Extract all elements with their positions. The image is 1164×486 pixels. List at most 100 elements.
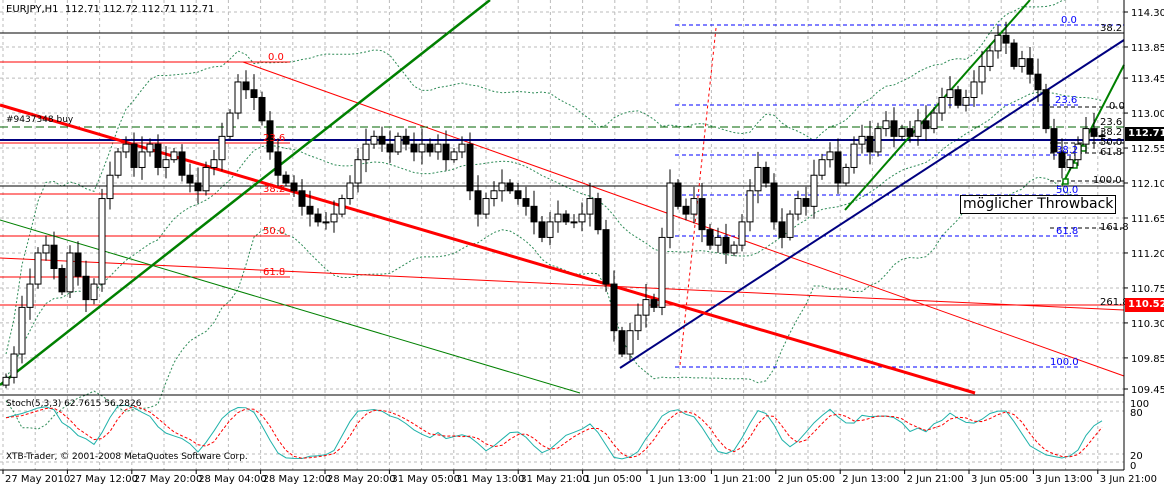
x-tick-label: 28 May 04:00 [198,474,267,485]
candle-body [850,143,858,168]
candle-body [946,89,954,99]
candle-body [466,143,474,192]
candle-body [178,151,186,176]
candle [226,109,234,140]
candle-body [626,330,634,355]
candle [506,179,514,194]
candle [578,202,586,232]
candle-body [122,143,130,153]
candle [810,159,818,219]
ohlc-label: 112.71 112.72 112.71 112.71 [64,4,215,15]
candle-body [106,174,114,200]
candle-body [682,205,690,215]
candle [594,192,602,235]
fib-left-label: 0.0 [268,52,284,63]
candle [954,85,962,109]
candle-body [898,128,906,137]
x-tick-label: 1 Jun 05:00 [585,474,642,485]
candle-body [842,166,850,184]
thick-red-trendline[interactable] [0,103,976,395]
fib-blue-label: 50.0 [1056,185,1079,196]
candle [858,124,866,154]
candle-body [642,299,650,316]
candle-body [170,151,178,161]
candle-body [66,252,74,293]
candle-body [666,182,674,238]
candle-body [994,34,1002,52]
y-tick-label: 114.30 [1131,8,1164,19]
candle [554,200,562,233]
candle [386,130,394,163]
x-tick-label: 27 May 2010 [5,474,70,485]
y-tick-label: 111.20 [1131,249,1164,260]
candle-body [738,221,746,246]
trendline-handle[interactable] [1080,145,1087,152]
candle-body [986,50,994,67]
candle-body [210,159,218,168]
candle [778,208,786,249]
candle-body [834,151,842,184]
throwback-annotation[interactable]: möglicher Throwback [960,195,1117,214]
candle [690,186,698,224]
candle [546,212,554,246]
candle-body [1082,128,1090,145]
candle-body [1042,89,1050,130]
candle [58,264,66,295]
drawn-objects [0,0,1125,395]
candle-body [234,81,242,114]
candle [170,148,178,163]
candle [202,161,210,196]
candle-body [330,213,338,223]
candle [890,107,898,148]
candle [274,138,282,187]
y-tick-label: 109.45 [1131,385,1164,396]
candle [122,136,130,159]
candle [162,146,170,179]
candle [746,179,754,232]
green-channel-thick[interactable] [0,0,491,386]
y-tick-label: 112.10 [1131,179,1164,190]
y-tick-label: 113.45 [1131,74,1164,85]
candle-body [778,221,786,238]
green-channel-thin[interactable] [0,219,581,394]
y-tick-label: 110.75 [1131,284,1164,295]
candle-body [42,244,50,254]
candle [698,183,706,243]
candle [234,74,242,120]
bollinger-upper [5,0,1067,355]
candle [770,173,778,230]
x-tick-label: 2 Jun 05:00 [778,474,835,485]
trendline-handle[interactable] [1062,178,1069,185]
candle-body [802,198,810,207]
candle-body [690,198,698,215]
candle-body [922,120,930,130]
candle-body [202,166,210,192]
candle-body [602,229,610,285]
candle-body [538,221,546,238]
fib-black-label: 38.2 [1100,23,1123,34]
candle-body [498,182,506,192]
candle [706,223,714,250]
candle [1082,116,1090,154]
candle-body [266,120,274,153]
order-label: #9437348 buy [6,115,74,125]
candle [426,138,434,157]
candle-body [378,135,386,145]
candle [930,107,938,134]
thin-red-trendline[interactable] [242,61,1125,377]
candle-body [698,198,706,231]
candle [186,163,194,193]
candle-body [722,236,730,254]
candle-body [90,283,98,301]
candle [66,245,74,299]
candle-body [362,143,370,161]
red-sloped-line[interactable] [0,257,1125,311]
candle-body [402,135,410,145]
candles [2,21,1106,389]
fib-left-label: 23.6 [263,133,286,144]
candle [602,219,610,292]
price-axis[interactable]: 114.30 113.85 113.45 113.00 112.55 112.10 111.… [1124,8,1164,396]
